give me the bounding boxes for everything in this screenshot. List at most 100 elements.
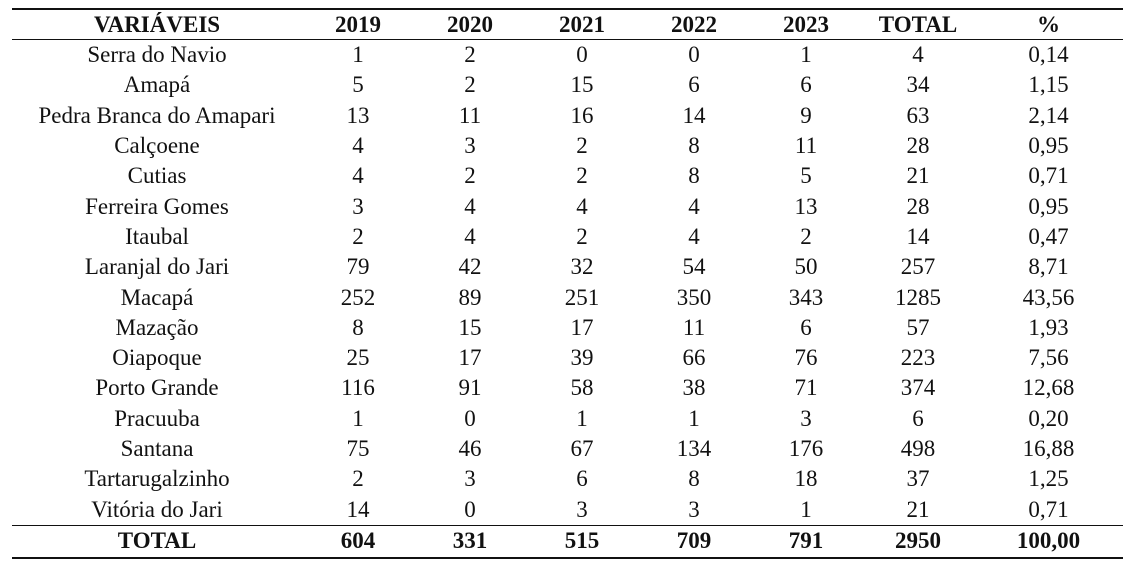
header-2019: 2019 — [335, 11, 381, 37]
header-2023: 2023 — [783, 11, 829, 37]
cell-2022: 8 — [688, 466, 700, 492]
cell-2023: 9 — [800, 102, 812, 128]
cell-2019: 79 — [346, 254, 370, 280]
cell-percent: 0,14 — [1028, 42, 1069, 68]
table-footer: TOTAL 604 331 515 709 791 2950 100,00 — [12, 525, 1123, 558]
cell-2023: 176 — [788, 436, 824, 461]
cell-2023: 2 — [800, 223, 812, 249]
cell-2022: 0 — [688, 42, 700, 68]
total-percent: 100,00 — [1016, 528, 1081, 554]
cell-2021: 1 — [576, 405, 588, 431]
cell-percent: 1,93 — [1028, 314, 1069, 340]
table-row: Laranjal do Jari 79 42 32 54 50 257 8,71 — [12, 252, 1123, 282]
cell-2022: 4 — [688, 223, 700, 249]
cell-2023: 18 — [794, 466, 818, 492]
cell-2021: 4 — [576, 193, 588, 219]
cell-percent: 0,47 — [1028, 223, 1069, 249]
cell-2023: 50 — [794, 254, 818, 280]
cell-total: 14 — [906, 223, 930, 249]
cell-2021: 32 — [570, 254, 594, 280]
cell-2023: 11 — [794, 133, 818, 159]
cell-2023: 6 — [800, 72, 812, 98]
table-row: Macapá 252 89 251 350 343 1285 43,56 — [12, 282, 1123, 312]
cell-2021: 15 — [570, 72, 594, 98]
cell-2019: 2 — [352, 466, 364, 492]
cell-2019: 8 — [352, 314, 364, 340]
cell-municipality: Vitória do Jari — [91, 496, 223, 522]
table-row: Pedra Branca do Amapari 13 11 16 14 9 63 2,14 — [12, 101, 1123, 131]
cell-municipality: Pracuuba — [114, 405, 200, 431]
table-row: Cutias 4 2 2 8 5 21 0,71 — [12, 161, 1123, 191]
cell-percent: 2,14 — [1028, 102, 1069, 128]
cell-2019: 4 — [352, 133, 364, 159]
cell-2022: 38 — [682, 375, 706, 401]
cell-2023: 5 — [800, 163, 812, 189]
cell-2022: 8 — [688, 163, 700, 189]
total-2022: 709 — [676, 528, 712, 554]
table-row: Santana 75 46 67 134 176 498 16,88 — [12, 434, 1123, 464]
total-2023: 791 — [788, 528, 824, 554]
cell-percent: 0,95 — [1028, 193, 1069, 219]
cell-total: 28 — [906, 193, 930, 219]
cell-2021: 0 — [576, 42, 588, 68]
cell-2020: 46 — [458, 436, 482, 461]
total-2020: 331 — [452, 528, 488, 554]
cell-2022: 66 — [682, 345, 706, 371]
cell-municipality: Pedra Branca do Amapari — [38, 102, 276, 128]
cell-municipality: Macapá — [120, 284, 194, 310]
cell-2021: 251 — [564, 284, 600, 310]
cell-municipality: Calçoene — [114, 133, 200, 159]
cell-municipality: Amapá — [123, 72, 191, 98]
cell-total: 498 — [900, 436, 936, 461]
cell-2020: 15 — [458, 314, 482, 340]
cell-2023: 1 — [800, 42, 812, 68]
cell-2019: 2 — [352, 223, 364, 249]
cell-percent: 0,20 — [1028, 405, 1069, 431]
header-2020: 2020 — [447, 11, 493, 37]
header-2021: 2021 — [559, 11, 605, 37]
cell-percent: 7,56 — [1028, 345, 1069, 371]
cell-2020: 11 — [458, 102, 482, 128]
cell-total: 21 — [906, 496, 930, 522]
table-row: Amapá 5 2 15 6 6 34 1,15 — [12, 70, 1123, 100]
cell-2023: 1 — [800, 496, 812, 522]
cell-2019: 75 — [346, 436, 370, 461]
header-row: VARIÁVEIS 2019 2020 2021 2022 2023 TOTAL… — [12, 9, 1123, 40]
cell-municipality: Ferreira Gomes — [85, 193, 229, 219]
total-label: TOTAL — [117, 528, 197, 554]
cell-total: 34 — [906, 72, 930, 98]
cell-2021: 39 — [570, 345, 594, 371]
header-2022: 2022 — [671, 11, 717, 37]
header-percent: % — [1037, 11, 1060, 37]
cell-2023: 343 — [788, 284, 824, 310]
cell-municipality: Mazação — [115, 314, 199, 340]
cell-2020: 42 — [458, 254, 482, 280]
table-body: Serra do Navio 1 2 0 0 1 4 0,14 Amapá 5 2 15 6 6 34 1,1… — [12, 40, 1123, 526]
cell-percent: 16,88 — [1022, 436, 1075, 461]
total-sum: 2950 — [895, 528, 941, 554]
cell-2022: 134 — [676, 436, 712, 461]
cell-2023: 3 — [800, 405, 812, 431]
cell-municipality: Itaubal — [125, 223, 189, 249]
cell-total: 257 — [900, 254, 936, 280]
cell-2020: 89 — [458, 284, 482, 310]
total-2021: 515 — [564, 528, 600, 554]
cell-2022: 350 — [676, 284, 712, 310]
cell-2020: 2 — [464, 163, 476, 189]
table-row: Itaubal 2 4 2 4 2 14 0,47 — [12, 222, 1123, 252]
cell-2022: 14 — [682, 102, 706, 128]
cell-2020: 3 — [464, 133, 476, 159]
header-variables: VARIÁVEIS — [93, 11, 221, 37]
cell-2020: 4 — [464, 223, 476, 249]
cell-2020: 0 — [464, 496, 476, 522]
cell-municipality: Santana — [120, 436, 194, 461]
cell-percent: 0,71 — [1028, 496, 1069, 522]
cell-2019: 252 — [340, 284, 376, 310]
cell-municipality: Cutias — [127, 163, 187, 189]
cell-2022: 1 — [688, 405, 700, 431]
cell-2021: 2 — [576, 223, 588, 249]
cell-2019: 116 — [341, 375, 375, 401]
cell-2020: 4 — [464, 193, 476, 219]
table-row: Calçoene 4 3 2 8 11 28 0,95 — [12, 131, 1123, 161]
cell-total: 374 — [900, 375, 936, 401]
